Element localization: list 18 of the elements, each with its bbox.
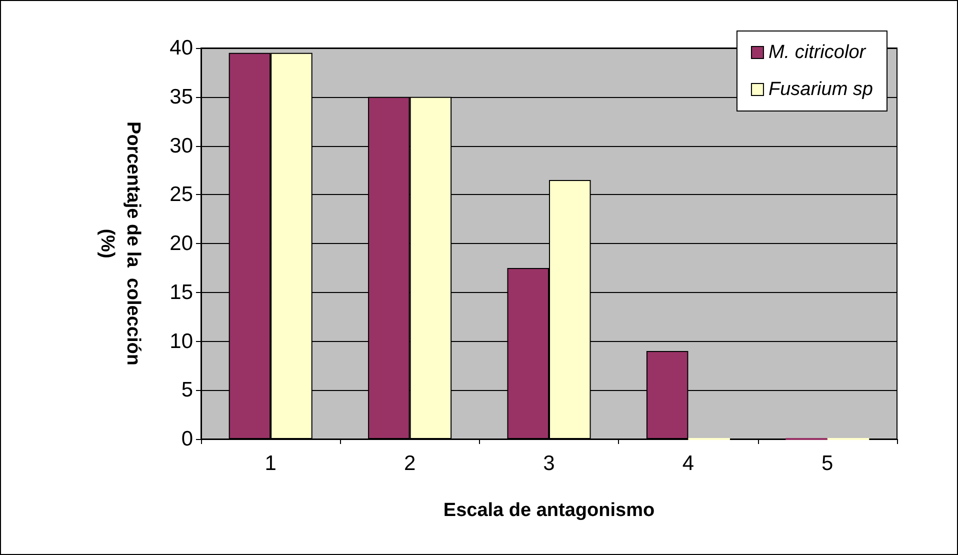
x-tick-label: 3 xyxy=(543,452,555,475)
y-tick-label: 0 xyxy=(181,428,193,450)
y-tick-label: 10 xyxy=(170,330,193,353)
y-tick-label: 40 xyxy=(170,36,193,60)
legend-label: M. citricolor xyxy=(768,42,866,63)
y-tick-label: 20 xyxy=(170,232,193,255)
y-tick-label: 15 xyxy=(170,280,193,304)
x-tick-label: 1 xyxy=(264,452,276,475)
legend-label: Fusarium sp xyxy=(768,79,874,100)
y-tick-label: 5 xyxy=(181,378,193,402)
x-tick-label: 2 xyxy=(404,452,416,475)
y-tick-label: 30 xyxy=(170,134,193,158)
y-tick-label: 35 xyxy=(170,85,193,108)
x-axis-title: Escala de antagonismo xyxy=(443,500,655,521)
x-tick-label: 5 xyxy=(822,452,834,475)
y-tick-label: 25 xyxy=(170,183,193,206)
x-tick-label: 4 xyxy=(682,452,694,475)
y-axis-title: Porcentaje de la colección (%) xyxy=(96,122,144,366)
